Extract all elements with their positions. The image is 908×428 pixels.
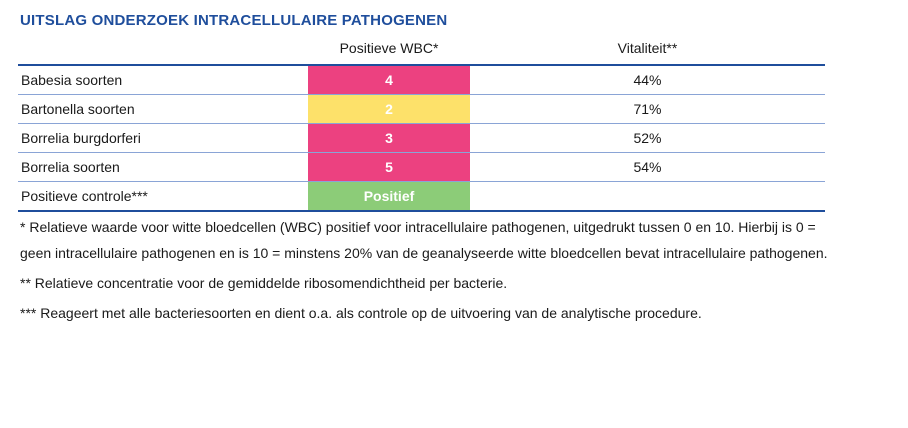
footnotes: * Relatieve waarde voor witte bloedcelle…: [20, 214, 840, 330]
wbc-cell: 2: [308, 95, 470, 123]
table-top-rule: [18, 64, 825, 66]
vitality-cell: 44%: [633, 72, 662, 88]
vitality-cell: 54%: [633, 159, 662, 175]
column-header-vitality: Vitaliteit**: [617, 40, 678, 56]
footnote-control: *** Reageert met alle bacteriesoorten en…: [20, 305, 702, 321]
footnote-wbc: * Relatieve waarde voor witte bloedcelle…: [20, 219, 828, 261]
pathogen-name: Babesia soorten: [21, 72, 123, 88]
table-row: Positieve controle*** Positief: [18, 182, 825, 210]
table-row: Babesia soorten 4 44%: [18, 66, 825, 95]
pathogen-name: Positieve controle***: [21, 188, 148, 204]
column-header-positive-wbc: Positieve WBC*: [339, 40, 439, 56]
vitality-cell: 52%: [633, 130, 662, 146]
table-bottom-rule: [18, 210, 825, 212]
wbc-cell: 4: [308, 66, 470, 94]
footnote-vitality: ** Relatieve concentratie voor de gemidd…: [20, 275, 508, 291]
pathogen-name: Borrelia burgdorferi: [21, 130, 141, 146]
pathogen-name: Bartonella soorten: [21, 101, 135, 117]
wbc-cell: 5: [308, 153, 470, 181]
table-row: Bartonella soorten 2 71%: [18, 95, 825, 124]
table-row: Borrelia soorten 5 54%: [18, 153, 825, 182]
page-title: UITSLAG ONDERZOEK INTRACELLULAIRE PATHOG…: [20, 12, 448, 29]
pathogen-name: Borrelia soorten: [21, 159, 120, 175]
wbc-cell: 3: [308, 124, 470, 152]
wbc-cell: Positief: [308, 182, 470, 210]
results-table: Babesia soorten 4 44% Bartonella soorten…: [18, 64, 825, 212]
vitality-cell: 71%: [633, 101, 662, 117]
table-row: Borrelia burgdorferi 3 52%: [18, 124, 825, 153]
